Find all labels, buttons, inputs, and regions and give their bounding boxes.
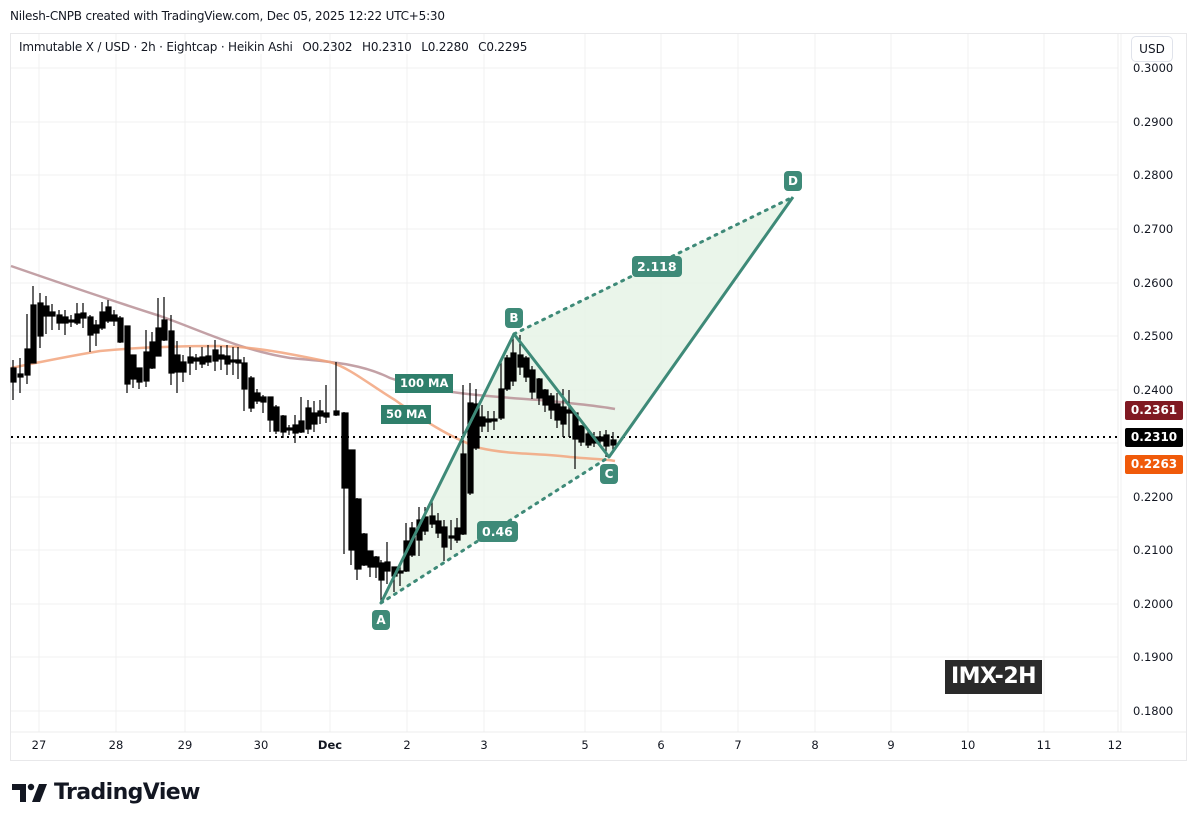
symbol-name: Immutable X / USD · 2h · Eightcap · Heik… [19,40,293,54]
ohlc-close: C0.2295 [478,40,528,54]
point-a-label[interactable]: A [372,610,390,630]
ratio-ac-label[interactable]: 0.46 [477,521,518,542]
point-b-label[interactable]: B [505,308,523,328]
svg-text:6: 6 [657,738,664,752]
svg-text:10: 10 [961,738,976,752]
svg-text:0.2700: 0.2700 [1133,222,1173,236]
svg-text:2: 2 [403,738,410,752]
svg-text:28: 28 [109,738,124,752]
svg-text:9: 9 [887,738,894,752]
chart-watermark: IMX-2H [945,660,1042,694]
svg-text:29: 29 [178,738,193,752]
point-c-label[interactable]: C [600,464,618,484]
currency-button[interactable]: USD [1131,36,1173,62]
tradingview-logo-icon [12,783,47,802]
svg-text:8: 8 [811,738,818,752]
svg-text:0.1900: 0.1900 [1133,650,1173,664]
ma50-label: 50 MA [381,405,432,424]
svg-text:0.2900: 0.2900 [1133,115,1173,129]
ma100-label: 100 MA [395,374,454,393]
ohlc-open: O0.2302 [302,40,353,54]
svg-text:0.2100: 0.2100 [1133,543,1173,557]
svg-text:0.2200: 0.2200 [1133,490,1173,504]
tradingview-logo[interactable]: TradingView [12,780,200,805]
svg-text:7: 7 [734,738,741,752]
tradingview-logo-text: TradingView [54,780,200,805]
last-price-tag: 0.2310 [1125,428,1183,447]
ma100-price-tag: 0.2361 [1125,401,1183,420]
ratio-bd-label[interactable]: 2.118 [632,256,682,277]
chart-credit: Nilesh-CNPB created with TradingView.com… [10,9,445,23]
pattern-solid-legs [379,196,795,604]
symbol-legend[interactable]: Immutable X / USD · 2h · Eightcap · Heik… [19,40,534,54]
svg-text:27: 27 [32,738,47,752]
point-d-label[interactable]: D [784,171,802,191]
ohlc-high: H0.2310 [362,40,412,54]
svg-text:0.2500: 0.2500 [1133,329,1173,343]
svg-text:Dec: Dec [318,738,342,752]
candlesticks [10,286,617,603]
ma50-price-tag: 0.2263 [1125,455,1183,474]
pattern-fill-bcd [514,197,793,457]
svg-text:0.3000: 0.3000 [1133,61,1173,75]
svg-text:30: 30 [254,738,269,752]
ma50-line [10,344,616,463]
svg-text:0.1800: 0.1800 [1133,704,1173,718]
svg-text:11: 11 [1037,738,1052,752]
svg-text:0.2800: 0.2800 [1133,168,1173,182]
svg-text:5: 5 [581,738,588,752]
ohlc-low: L0.2280 [421,40,469,54]
svg-text:3: 3 [480,738,487,752]
svg-text:0.2400: 0.2400 [1133,383,1173,397]
price-axis-labels: 0.3000 0.2900 0.2800 0.2700 0.2600 0.250… [1133,61,1173,718]
time-axis-labels: 27 28 29 30 Dec 2 3 5 6 7 8 9 10 11 12 [32,738,1123,752]
svg-text:0.2000: 0.2000 [1133,597,1173,611]
svg-text:0.2600: 0.2600 [1133,276,1173,290]
svg-text:12: 12 [1108,738,1123,752]
